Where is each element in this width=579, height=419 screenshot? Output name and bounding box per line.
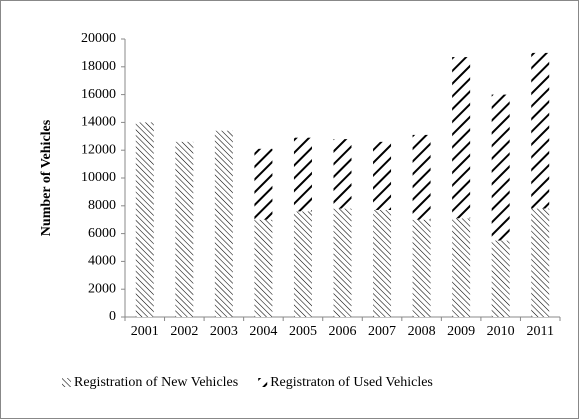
bar-segment — [531, 52, 550, 209]
y-axis-title: Number of Vehicles — [39, 119, 54, 236]
legend-label: Registration of New Vehicles — [74, 375, 238, 390]
x-tick-label: 2009 — [447, 324, 475, 339]
x-tick-label: 2005 — [289, 324, 317, 339]
y-tick-label: 16000 — [81, 87, 116, 102]
bar-segment — [452, 57, 471, 219]
y-tick-label: 18000 — [81, 59, 116, 74]
x-tick-label: 2006 — [329, 324, 357, 339]
x-tick-label: 2007 — [368, 324, 396, 339]
y-tick-label: 0 — [109, 309, 116, 324]
bar-segment — [452, 218, 471, 317]
x-tick-label: 2008 — [408, 324, 436, 339]
x-tick-label: 2002 — [170, 324, 198, 339]
bar-segment — [254, 219, 273, 317]
legend-swatch — [62, 378, 71, 387]
bar-segment — [412, 134, 431, 220]
x-tick-label: 2010 — [487, 324, 515, 339]
y-tick-label: 6000 — [88, 226, 116, 241]
y-tick-label: 20000 — [81, 31, 116, 46]
y-tick-label: 12000 — [81, 142, 116, 157]
bar-segment — [214, 130, 233, 317]
bar-segment — [491, 94, 510, 241]
x-tick-label: 2011 — [526, 324, 553, 339]
y-tick-label: 10000 — [81, 170, 116, 185]
bar-segment — [373, 141, 392, 210]
x-tick-label: 2003 — [210, 324, 238, 339]
y-tick-label: 14000 — [81, 115, 116, 130]
x-tick-label: 2001 — [131, 324, 159, 339]
bar-segment — [373, 209, 392, 317]
x-tick-label: 2004 — [249, 324, 277, 339]
y-tick-label: 2000 — [88, 281, 116, 296]
bar-segment — [175, 141, 194, 317]
bar-segment — [412, 219, 431, 317]
y-tick-label: 4000 — [88, 254, 116, 269]
y-tick-label: 8000 — [88, 198, 116, 213]
bar-segment — [254, 148, 273, 220]
bar-segment — [333, 208, 352, 317]
bar-segment — [135, 122, 154, 318]
bar-segment — [293, 137, 312, 212]
bar-segment — [531, 208, 550, 317]
legend-swatch — [258, 378, 268, 387]
bar-segment — [293, 211, 312, 317]
bar-segment — [491, 240, 510, 317]
legend-label: Registraton of Used Vehicles — [270, 375, 433, 390]
bar-segment — [333, 139, 352, 209]
